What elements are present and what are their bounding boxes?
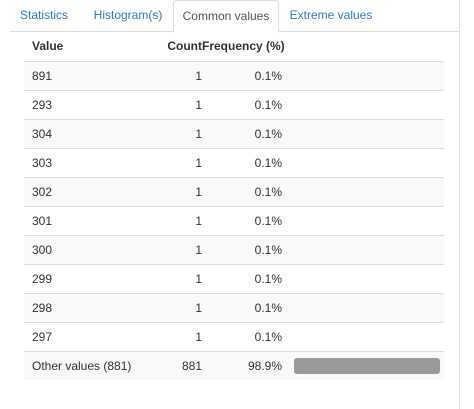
table-row-other-values: Other values (881) 881 98.9% [24, 351, 444, 380]
header-count: Count [167, 39, 202, 53]
row-count: 1 [195, 156, 202, 170]
row-count: 1 [195, 185, 202, 199]
table-row: 303 1 0.1% [24, 148, 444, 177]
row-value: 299 [32, 272, 53, 286]
table-row: 293 1 0.1% [24, 90, 444, 119]
table-row: 300 1 0.1% [24, 235, 444, 264]
row-frequency: 0.1% [254, 69, 282, 83]
tab-extreme-values[interactable]: Extreme values [289, 8, 373, 22]
row-count: 1 [195, 272, 202, 286]
row-count: 1 [195, 69, 202, 83]
row-value: 297 [32, 330, 53, 344]
row-count: 1 [195, 301, 202, 315]
row-frequency: 0.1% [254, 301, 282, 315]
table-row: 299 1 0.1% [24, 264, 444, 293]
header-frequency: Frequency (%) [202, 39, 285, 53]
tab-common-values[interactable]: Common values [173, 0, 279, 33]
frequency-bar [294, 358, 440, 374]
row-value: 302 [32, 185, 53, 199]
table-row: 301 1 0.1% [24, 206, 444, 235]
row-count: 1 [195, 243, 202, 257]
row-value: 298 [32, 301, 53, 315]
row-value: 304 [32, 127, 53, 141]
table-row: 304 1 0.1% [24, 119, 444, 148]
row-frequency: 0.1% [254, 185, 282, 199]
row-frequency: 0.1% [254, 214, 282, 228]
row-frequency: 0.1% [254, 156, 282, 170]
row-count: 1 [195, 330, 202, 344]
tab-histograms[interactable]: Histogram(s) [93, 8, 163, 22]
row-frequency: 0.1% [254, 330, 282, 344]
table-row: 891 1 0.1% [24, 61, 444, 90]
row-value: 293 [32, 98, 53, 112]
row-frequency: 0.1% [254, 243, 282, 257]
frequency-bar-track [294, 358, 440, 374]
row-count: 1 [195, 98, 202, 112]
row-frequency: 0.1% [254, 98, 282, 112]
row-value: Other values (881) [32, 359, 132, 373]
row-frequency: 0.1% [254, 272, 282, 286]
common-values-panel: Statistics Histogram(s) Common values Ex… [10, 0, 460, 409]
row-value: 303 [32, 156, 53, 170]
row-count: 881 [181, 359, 202, 373]
header-value: Value [32, 39, 64, 53]
table-row: 298 1 0.1% [24, 293, 444, 322]
row-value: 891 [32, 69, 53, 83]
tab-bar: Statistics Histogram(s) Common values Ex… [10, 0, 459, 33]
table-header: Value Count Frequency (%) [24, 33, 444, 61]
row-count: 1 [195, 127, 202, 141]
table-row: 302 1 0.1% [24, 177, 444, 206]
row-frequency: 0.1% [254, 127, 282, 141]
table-row: 297 1 0.1% [24, 322, 444, 351]
row-count: 1 [195, 214, 202, 228]
common-values-table: Value Count Frequency (%) 891 1 0.1% 293… [24, 33, 444, 380]
tab-statistics[interactable]: Statistics [19, 8, 68, 22]
row-value: 300 [32, 243, 53, 257]
row-value: 301 [32, 214, 53, 228]
row-frequency: 98.9% [247, 359, 282, 373]
